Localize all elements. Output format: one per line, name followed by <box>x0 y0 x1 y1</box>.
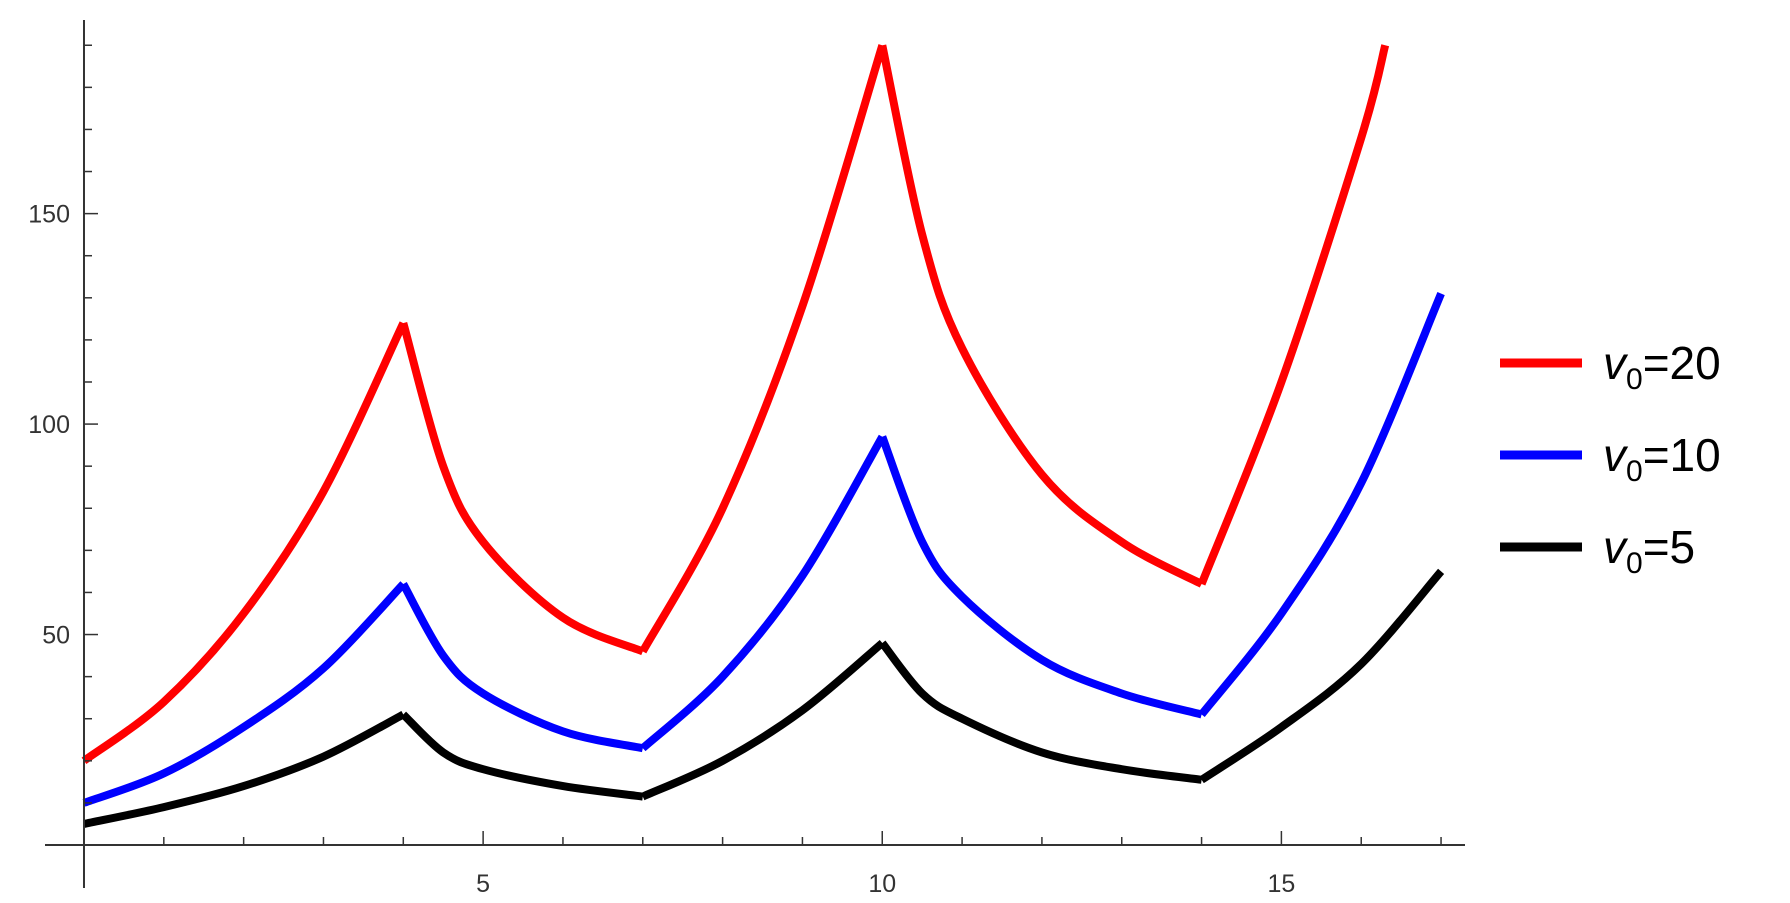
legend-label: v0=10 <box>1603 429 1721 488</box>
series-line-1 <box>82 292 1445 807</box>
series-line-2 <box>83 568 1445 828</box>
x-tick-label: 15 <box>1267 870 1295 898</box>
axes <box>45 20 1465 888</box>
y-tick-label: 100 <box>28 411 70 439</box>
ticks: 5 10 15 50 100 150 <box>28 44 1442 898</box>
legend-label: v0=20 <box>1603 337 1721 396</box>
legend-label: v0=5 <box>1603 521 1695 580</box>
series-layer <box>81 44 1445 828</box>
y-tick-label: 50 <box>42 622 70 650</box>
x-tick-label: 5 <box>476 870 490 898</box>
x-tick-label: 10 <box>868 870 896 898</box>
series-line-0 <box>81 44 1390 765</box>
legend: v0=20 v0=10 v0=5 <box>1500 337 1721 580</box>
y-tick-label: 150 <box>28 201 70 229</box>
